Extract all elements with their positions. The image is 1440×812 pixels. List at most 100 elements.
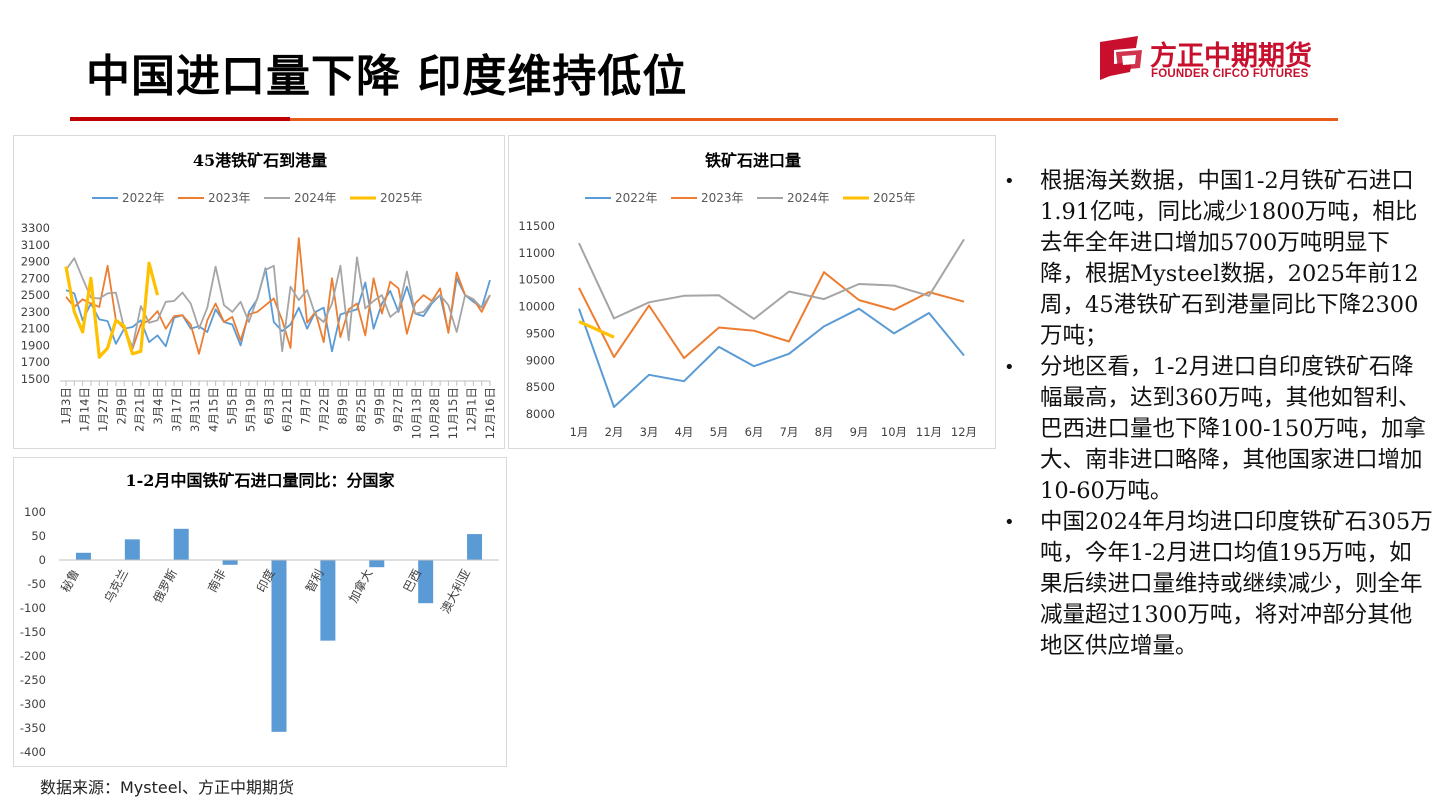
y-tick-label: -400 <box>20 745 46 759</box>
x-tick-label: 12月1日 <box>465 387 479 432</box>
y-tick-label: -100 <box>20 601 46 615</box>
legend-label: 2024年 <box>294 191 337 205</box>
series-line <box>64 261 160 359</box>
x-tick-label: 6月 <box>745 425 764 439</box>
x-tick-label: 8月9日 <box>336 387 350 425</box>
x-tick-label: 11月15日 <box>446 387 460 439</box>
x-tick-label: 秘鲁 <box>58 567 82 595</box>
bullet-item: • 中国2024年月均进口印度铁矿石305万吨，今年1-2月进口均值195万吨，如… <box>1004 507 1434 662</box>
bar <box>369 560 385 568</box>
x-tick-label: 6月3日 <box>262 387 276 425</box>
legend-label: 2025年 <box>380 191 423 205</box>
series-line <box>578 271 965 360</box>
bar <box>320 560 336 641</box>
y-tick-label: 2100 <box>21 322 50 336</box>
x-tick-label: 乌克兰 <box>101 566 131 605</box>
x-tick-label: 10月13日 <box>409 387 423 439</box>
y-tick-label: 1900 <box>21 338 50 352</box>
y-tick-label: 11500 <box>518 219 555 233</box>
x-tick-label: 1月 <box>570 425 589 439</box>
legend-label: 2025年 <box>873 191 916 205</box>
x-tick-label: 12月16日 <box>483 387 497 439</box>
y-tick-label: 9500 <box>526 326 555 340</box>
chart-title: 45港铁矿石到港量 <box>193 151 327 170</box>
y-tick-label: 0 <box>39 553 46 567</box>
bar <box>173 528 189 560</box>
x-tick-label: 澳大利亚 <box>438 567 473 616</box>
x-tick-label: 4月15日 <box>206 387 220 432</box>
legend-label: 2024年 <box>787 191 830 205</box>
x-tick-label: 俄罗斯 <box>151 567 180 605</box>
x-tick-label: 7月22日 <box>317 387 331 432</box>
series-line <box>578 307 965 408</box>
x-tick-label: 3月 <box>640 425 659 439</box>
y-tick-label: 2900 <box>21 255 50 269</box>
chart-title: 1-2月中国铁矿石进口量同比：分国家 <box>126 471 396 490</box>
bar <box>75 552 91 560</box>
bullet-text: 中国2024年月均进口印度铁矿石305万吨，今年1-2月进口均值195万吨，如果… <box>1040 509 1433 659</box>
title-divider <box>70 117 1338 121</box>
bullet-dot-icon: • <box>1004 171 1015 192</box>
y-tick-label: 50 <box>31 529 46 543</box>
series-line <box>578 238 965 320</box>
series-line <box>65 256 491 353</box>
chart-panel-port-arrivals: 45港铁矿石到港量 2022年 2023年 2024年 2025年 1500 1700 190… <box>13 135 505 449</box>
page-title: 中国进口量下降 印度维持低位 <box>86 51 688 102</box>
x-tick-label: 南非 <box>204 566 229 594</box>
bar <box>271 560 287 732</box>
x-tick-label: 8月25日 <box>354 387 368 432</box>
x-tick-label: 11月 <box>916 425 942 439</box>
x-tick-label: 1月3日 <box>59 387 73 425</box>
y-tick-label: -50 <box>27 577 46 591</box>
y-tick-label: 8000 <box>526 407 555 421</box>
bullet-text: 分地区看，1-2月进口自印度铁矿石降幅最高，达到360万吨，其他如智利、巴西进口… <box>1040 354 1426 504</box>
x-tick-label: 1月27日 <box>96 387 110 432</box>
x-tick-label: 10月28日 <box>428 387 442 439</box>
legend-label: 2022年 <box>122 191 165 205</box>
y-tick-label: -250 <box>20 673 46 687</box>
legend-label: 2022年 <box>615 191 658 205</box>
x-tick-label: 2月9日 <box>114 387 128 425</box>
y-tick-label: -300 <box>20 697 46 711</box>
y-tick-label: 8500 <box>526 380 555 394</box>
series-line <box>578 320 615 339</box>
data-source-note: 数据来源：Mysteel、方正中期期货 <box>40 778 295 797</box>
bullet-item: • 分地区看，1-2月进口自印度铁矿石降幅最高，达到360万吨，其他如智利、巴西进… <box>1004 352 1434 507</box>
monthly-imports-chart: 铁矿石进口量 2022年 2023年 2024年 2025年 8000 8500 9000 95… <box>518 151 977 439</box>
bullet-dot-icon: • <box>1004 357 1015 378</box>
bar <box>124 539 140 560</box>
x-tick-label: 3月4日 <box>151 387 165 425</box>
y-tick-label: 11000 <box>518 246 555 260</box>
port-arrivals-chart: 45港铁矿石到港量 2022年 2023年 2024年 2025年 1500 1700 190… <box>21 151 497 439</box>
x-tick-label: 12月 <box>951 425 977 439</box>
chart-title: 铁矿石进口量 <box>705 151 801 170</box>
x-tick-label: 2月21日 <box>133 387 147 432</box>
x-tick-label: 1月14日 <box>77 387 91 432</box>
bullet-item: • 根据海关数据，中国1-2月铁矿石进口1.91亿吨，同比减少1800万吨，相比去… <box>1004 166 1434 352</box>
logo-name-cn: 方正中期期货 <box>1150 41 1312 72</box>
x-tick-label: 7月7日 <box>299 387 313 425</box>
x-tick-label: 10月 <box>881 425 907 439</box>
y-tick-label: 1500 <box>21 372 50 386</box>
logo-mark-icon <box>1100 36 1142 80</box>
x-tick-label: 7月 <box>780 425 799 439</box>
country-change-chart: 1-2月中国铁矿石进口量同比：分国家 100 50 0 -50 -100 -150 -200 -… <box>20 471 499 759</box>
y-tick-label: 2300 <box>21 305 50 319</box>
y-tick-label: -350 <box>20 721 46 735</box>
y-tick-label: 9000 <box>526 353 555 367</box>
x-tick-label: 6月21日 <box>280 387 294 432</box>
y-tick-label: 100 <box>24 505 46 519</box>
legend-label: 2023年 <box>208 191 251 205</box>
legend-label: 2023年 <box>701 191 744 205</box>
bullet-text: 根据海关数据，中国1-2月铁矿石进口1.91亿吨，同比减少1800万吨，相比去年… <box>1040 168 1419 349</box>
x-tick-label: 加拿大 <box>345 566 375 605</box>
logo-name-en: FOUNDER CIFCO FUTURES <box>1151 68 1309 80</box>
y-tick-label: 10500 <box>518 273 555 287</box>
x-tick-label: 5月5日 <box>225 387 239 425</box>
x-tick-label: 5月19日 <box>243 387 257 432</box>
x-tick-label: 3月31日 <box>188 387 202 432</box>
x-tick-label: 5月 <box>710 425 729 439</box>
company-logo: 方正中期期货 FOUNDER CIFCO FUTURES <box>1098 34 1338 82</box>
y-tick-label: 3300 <box>21 221 50 235</box>
chart-panel-monthly-imports: 铁矿石进口量 2022年 2023年 2024年 2025年 8000 8500 9000 95… <box>508 135 996 449</box>
